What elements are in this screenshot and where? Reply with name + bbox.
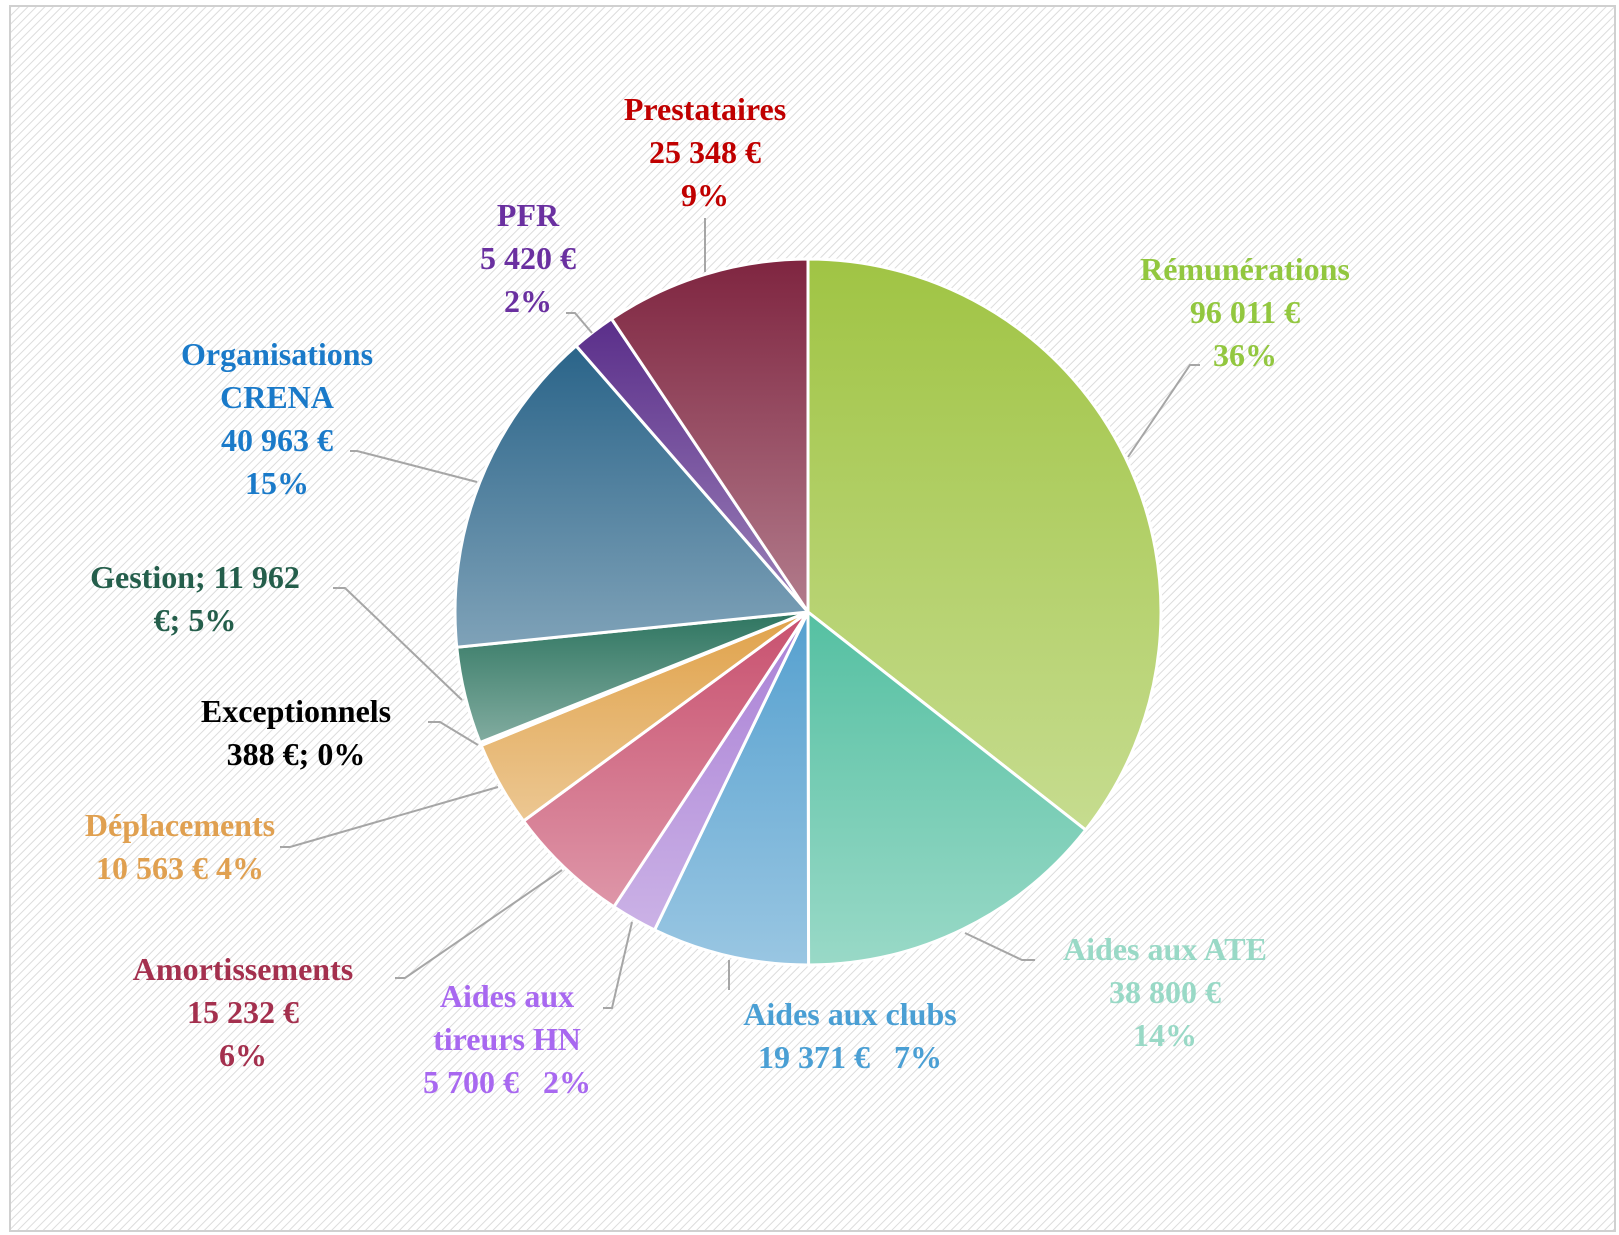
leader-line xyxy=(350,450,478,483)
slice xyxy=(652,611,811,967)
leader-line xyxy=(566,312,593,334)
value-label: 96 011 € xyxy=(1189,294,1301,330)
leader-line xyxy=(964,932,1035,961)
data-label: Organisations CRENA 40 963 € 15% xyxy=(137,333,417,505)
value-label: 6% xyxy=(219,1037,267,1073)
data-label: Amortissements 15 232 € 6% xyxy=(33,948,453,1077)
data-label: Rémunérations 96 011 € 36% xyxy=(1035,248,1455,377)
category-label: Prestataires xyxy=(623,91,787,127)
data-label: Déplacements 10 563 € 4% xyxy=(0,804,390,890)
value-label: 14% xyxy=(1133,1017,1197,1053)
data-label: Prestataires 25 348 € 9% xyxy=(495,88,915,217)
value-label: 38 800 € xyxy=(1109,974,1221,1010)
slice xyxy=(806,257,1163,833)
leader-line xyxy=(395,869,563,979)
category-label: Amortissements xyxy=(132,951,354,987)
leader-line xyxy=(1127,364,1200,458)
value-label: 388 €; 0% xyxy=(226,736,366,772)
category-label: PFR xyxy=(496,197,560,233)
category-label: Gestion xyxy=(90,559,195,595)
category-label: Organisations CRENA xyxy=(180,336,374,415)
slice xyxy=(806,608,1088,967)
slice xyxy=(609,257,810,617)
value-label: 5 700 € 2% xyxy=(423,1064,591,1100)
slice xyxy=(453,343,812,649)
category-label: Exceptionnels xyxy=(200,693,392,729)
value-label: 40 963 € xyxy=(221,422,333,458)
value-label: ; 11 962 xyxy=(195,559,300,595)
value-label: 15 232 € xyxy=(187,994,299,1030)
leader-line xyxy=(603,921,633,1009)
category-label: Aides aux clubs xyxy=(743,996,957,1032)
data-label: Gestion; 11 962 €; 5% xyxy=(50,556,340,642)
category-label: Rémunérations xyxy=(1140,251,1350,287)
value-label: 2% xyxy=(504,283,552,319)
value-label: 15% xyxy=(245,465,309,501)
label-line: Gestion; 11 962 xyxy=(50,556,340,599)
category-label: Aides aux ATE xyxy=(1063,931,1267,967)
data-label: Exceptionnels 388 €; 0% xyxy=(86,690,506,776)
data-label: Aides aux clubs 19 371 € 7% xyxy=(640,993,1060,1079)
value-label: €; 5% xyxy=(153,602,237,638)
value-label: 9% xyxy=(681,177,729,213)
value-label: 25 348 € xyxy=(649,134,761,170)
leader-line xyxy=(428,721,479,746)
value-label: 5 420 € xyxy=(480,240,576,276)
value-label: 19 371 € 7% xyxy=(758,1039,942,1075)
leader-line xyxy=(333,587,463,701)
category-label: Déplacements xyxy=(84,807,276,843)
data-label: PFR 5 420 € 2% xyxy=(318,194,738,323)
data-label: Aides aux ATE 38 800 € 14% xyxy=(955,928,1375,1057)
value-label: 36% xyxy=(1213,337,1277,373)
data-label: Aides aux tireurs HN 5 700 € 2% xyxy=(397,975,617,1104)
value-label: 10 563 € 4% xyxy=(96,850,264,886)
category-label: Aides aux tireurs HN xyxy=(433,978,581,1057)
leader-line xyxy=(280,786,499,848)
